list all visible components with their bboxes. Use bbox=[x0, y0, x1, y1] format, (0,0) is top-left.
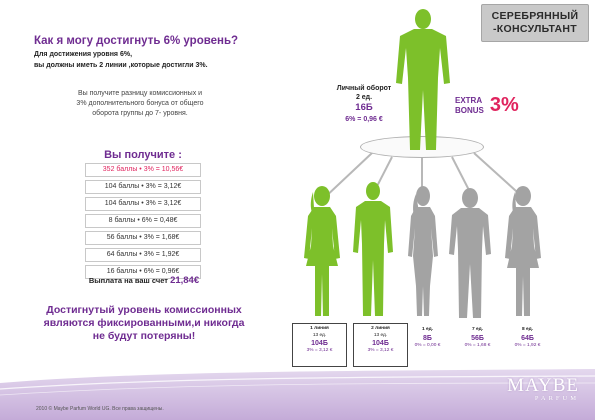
unit-box-1: 1 ед. 8Б 0% = 0,00 € bbox=[400, 323, 455, 367]
unit-box-points: 56Б bbox=[471, 334, 484, 342]
line-boxes: 1 линия 13 ед. 104Б 3% = 3,12 € 2 линия … bbox=[292, 323, 558, 369]
copyright-text: 2010 © Maybe Parfum World UG. Все права … bbox=[36, 406, 164, 412]
line-box-units: 13 ед. bbox=[373, 332, 388, 338]
page-title-line1: СЕРЕБРЯННЫЙ bbox=[491, 10, 579, 22]
line2-figure bbox=[353, 182, 393, 316]
earnings-row: 352 баллы • 3% = 10,56€ bbox=[85, 163, 201, 177]
unit-box-points: 64Б bbox=[521, 334, 534, 342]
line-box-1: 1 линия 13 ед. 104Б 3% = 3,12 € bbox=[292, 323, 347, 367]
platform-ellipse bbox=[360, 136, 484, 158]
question-heading: Как я могу достигнуть 6% уровень? bbox=[34, 35, 239, 47]
unit-box-percent: 0% = 0,00 € bbox=[414, 342, 441, 348]
unit-box-points: 8Б bbox=[423, 334, 432, 342]
personal-label: Личный оборот bbox=[336, 85, 392, 92]
unit-figure-3 bbox=[505, 186, 541, 316]
slogan-line3: не будут потеряны! bbox=[92, 330, 196, 342]
extra-label-line1: EXTRA bbox=[455, 95, 483, 105]
earnings-row: 104 баллы • 3% = 3,12€ bbox=[85, 197, 201, 211]
extra-bonus: EXTRA BONUS 3% bbox=[455, 94, 519, 117]
bonus-info-text: Вы получите разницу комиссионных и 3% до… bbox=[52, 89, 228, 119]
line-box-points: 104Б bbox=[311, 340, 328, 347]
line-box-label: 1 линия bbox=[310, 326, 329, 331]
unit-box-2: 7 ед. 56Б 0% = 1,68 € bbox=[450, 323, 505, 367]
bonus-info-line2: 3% дополнительного бонуса от общего bbox=[76, 100, 204, 107]
earnings-row: 56 баллы • 3% = 1,68€ bbox=[85, 231, 201, 245]
bonus-info-line1: Вы получите разницу комиссионных и bbox=[77, 90, 203, 97]
unit-box-label: 8 ед. bbox=[521, 327, 534, 332]
payout-label: Выплата на ваш счет bbox=[88, 276, 168, 285]
extra-label-line2: BONUS bbox=[455, 105, 484, 115]
slogan-line2: являются фиксированными,и никогда bbox=[43, 317, 245, 329]
earnings-row: 8 баллы • 6% = 0,48€ bbox=[85, 214, 201, 228]
line1-figure bbox=[304, 186, 340, 316]
personal-turnover: Личный оборот 2 ед. 16Б 6% = 0,96 € bbox=[334, 84, 394, 125]
earnings-row: 64 баллы • 3% = 1,92€ bbox=[85, 248, 201, 262]
extra-bonus-label: EXTRA BONUS bbox=[455, 96, 484, 116]
personal-percent: 6% = 0,96 € bbox=[345, 116, 383, 123]
earnings-row: 16 баллы • 6% = 0,96€ bbox=[85, 265, 201, 279]
earnings-title: Вы получите : bbox=[104, 149, 182, 161]
earnings-row: 104 баллы • 3% = 3,12€ bbox=[85, 180, 201, 194]
line-box-percent: 3% = 3,12 € bbox=[367, 348, 394, 353]
earnings-list: 352 баллы • 3% = 10,56€ 104 баллы • 3% =… bbox=[85, 163, 201, 282]
brand-subtitle: PARFUM bbox=[534, 395, 579, 402]
line-box-label: 2 линия bbox=[371, 326, 390, 331]
unit-figure-1 bbox=[408, 186, 438, 316]
line-box-points: 104Б bbox=[372, 340, 389, 347]
unit-box-label: 1 ед. bbox=[421, 327, 434, 332]
brand-logo: MAYBE PARFUM bbox=[507, 375, 579, 402]
line-box-units: 13 ед. bbox=[312, 332, 327, 338]
bonus-info-line3: оборота группы до 7- уровня. bbox=[92, 110, 188, 117]
personal-units: 2 ед. bbox=[355, 94, 373, 101]
slogan-line1: Достигнутый уровень комиссионных bbox=[46, 304, 242, 316]
requirement-line2: вы должны иметь 2 линии ,которые достигл… bbox=[34, 62, 208, 69]
page-title-box: СЕРЕБРЯННЫЙ -КОНСУЛЬТАНТ bbox=[481, 4, 589, 42]
unit-figure-2 bbox=[449, 188, 491, 318]
silver-consultant-figure bbox=[396, 9, 450, 150]
unit-box-percent: 0% = 1,68 € bbox=[464, 342, 491, 348]
footer-band bbox=[0, 369, 595, 420]
unit-box-percent: 0% = 1,92 € bbox=[514, 342, 541, 348]
slogan: Достигнутый уровень комиссионных являютс… bbox=[22, 304, 266, 343]
requirement-line1: Для достижения уровня 6%, bbox=[34, 51, 133, 58]
line-box-2: 2 линия 13 ед. 104Б 3% = 3,12 € bbox=[353, 323, 408, 367]
page-title-line2: -КОНСУЛЬТАНТ bbox=[492, 23, 578, 35]
line-box-percent: 3% = 3,12 € bbox=[306, 348, 333, 353]
unit-box-label: 7 ед. bbox=[471, 327, 484, 332]
personal-points: 16Б bbox=[355, 102, 373, 113]
payout-summary: Выплата на ваш счет 21,84€ bbox=[74, 275, 214, 286]
payout-value: 21,84€ bbox=[170, 275, 200, 286]
requirement-text: Для достижения уровня 6%, вы должны имет… bbox=[34, 49, 208, 71]
brand-name: MAYBE bbox=[507, 375, 579, 396]
unit-box-3: 8 ед. 64Б 0% = 1,92 € bbox=[500, 323, 555, 367]
extra-bonus-percent: 3% bbox=[489, 94, 519, 116]
